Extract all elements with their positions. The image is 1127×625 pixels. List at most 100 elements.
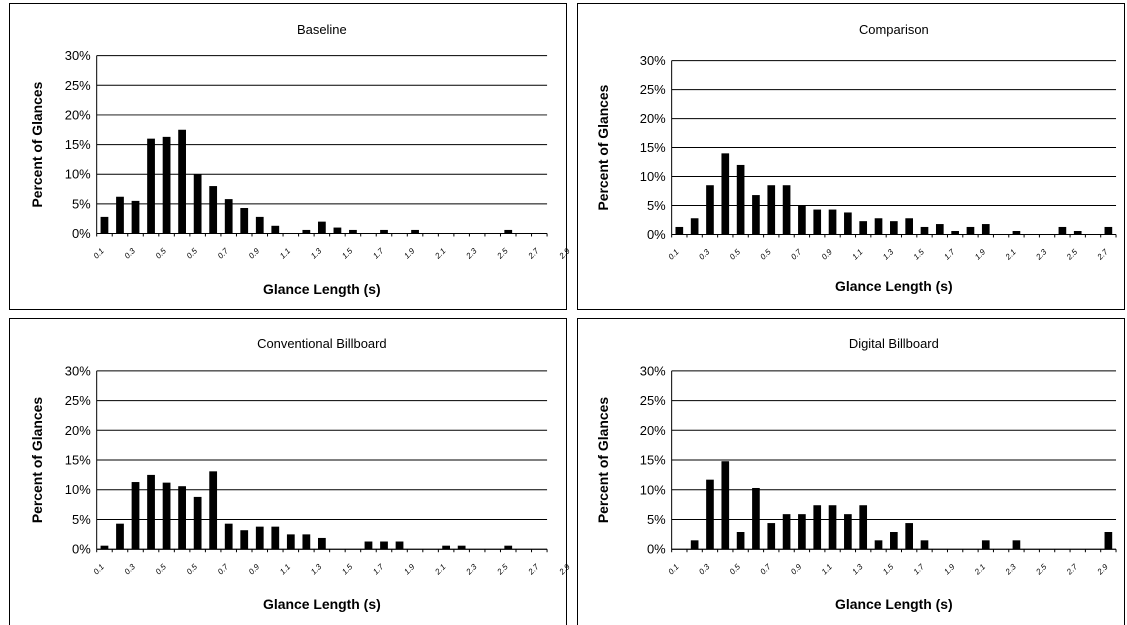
bar [302, 229, 311, 234]
bar [813, 209, 822, 235]
x-tick-label: 1.5 [881, 562, 896, 577]
bar [690, 540, 699, 550]
bar [736, 164, 745, 235]
y-tick-label: 25% [65, 78, 91, 93]
chart-title: Comparison [859, 22, 929, 37]
x-tick-label: 2.5 [1064, 247, 1079, 262]
bar [271, 225, 280, 234]
x-tick-label: 2.9 [557, 562, 572, 577]
x-tick-label: 0.3 [697, 562, 712, 577]
bar [721, 153, 730, 235]
x-tick-label: 0.5 [154, 562, 169, 577]
bar [782, 185, 791, 235]
bar [193, 496, 202, 550]
bar [255, 526, 264, 550]
x-tick-label: 2.7 [1064, 562, 1079, 577]
bar [721, 461, 730, 550]
bar [302, 534, 311, 550]
x-tick-label: 0.9 [247, 246, 262, 261]
x-tick-label: 2.3 [464, 246, 479, 261]
chart-panel-baseline: Baseline 0% 5% 10% 15% 20% 25% 30% 0.1 0.3 0.5 0.5 0… [9, 3, 572, 310]
y-tick-label: 5% [72, 196, 91, 211]
bar [981, 540, 990, 550]
bar [209, 471, 218, 550]
y-tick-label: 0% [647, 542, 666, 557]
y-axis-label: Percent of Glances [29, 81, 45, 207]
x-tick-label: 2.5 [495, 246, 510, 261]
bar [131, 200, 140, 234]
y-tick-label: 0% [72, 226, 91, 241]
x-tick-label: 1.1 [278, 246, 292, 260]
bar [240, 530, 249, 550]
bar [411, 229, 419, 234]
y-tick-label: 5% [647, 198, 666, 213]
bar [1104, 532, 1113, 550]
chart-conventional-billboard: Conventional Billboard 0% 5% 10% 15% 20% 25% 30… [29, 336, 572, 612]
x-tick-label: 0.9 [789, 562, 804, 577]
x-tick-label: 0.1 [667, 247, 681, 261]
bar [951, 231, 959, 235]
bar [767, 523, 776, 550]
bar [844, 212, 852, 235]
bar [874, 540, 883, 550]
bar [364, 541, 373, 550]
x-tick-label: 1.9 [402, 246, 417, 261]
y-tick-label: 20% [640, 423, 666, 438]
y-axis-label: Percent of Glances [595, 397, 611, 524]
y-axis-label: Percent of Glances [595, 84, 611, 210]
bar [116, 523, 124, 550]
x-tick-label: 1.7 [371, 562, 386, 577]
y-axis-label: Percent of Glances [29, 397, 45, 524]
bar [504, 229, 513, 234]
x-tick-label: 0.5 [185, 246, 200, 261]
x-tick-label: 0.7 [216, 562, 231, 577]
bar [193, 174, 202, 234]
y-tick-label: 10% [65, 482, 91, 497]
y-tick-label: 25% [640, 393, 666, 408]
chart-baseline: Baseline 0% 5% 10% 15% 20% 25% 30% 0.1 0.3 0.5 0.5 0… [29, 22, 572, 297]
x-tick-label: 2.1 [972, 562, 987, 577]
y-tick-label: 0% [72, 542, 91, 557]
chart-panel-comparison: Comparison 0% 5% 10% 15% 20% 25% 30% 0.1 0.3 0.5 0.… [577, 3, 1127, 310]
y-tick-label: 15% [65, 453, 91, 468]
bar [442, 545, 451, 550]
x-tick-label: 2.5 [1034, 562, 1049, 577]
x-tick-label: 2.3 [464, 562, 479, 577]
y-tick-label: 30% [65, 363, 91, 378]
bar [798, 205, 806, 235]
bar [286, 534, 295, 550]
x-tick-label: 0.3 [123, 562, 138, 577]
bar [859, 221, 868, 235]
y-tick-label: 30% [65, 48, 91, 63]
x-tick-label: 1.7 [371, 246, 386, 261]
x-tick-label: 0.5 [728, 247, 743, 262]
x-tick-label: 1.1 [278, 562, 292, 576]
x-tick-label: 1.1 [850, 247, 864, 261]
x-tick-label: 0.7 [758, 562, 773, 577]
bar [457, 545, 466, 550]
x-tick-label: 1.3 [309, 562, 324, 577]
chart-panel-conventional-billboard: Conventional Billboard 0% 5% 10% 15% 20% 25% 30… [9, 318, 572, 625]
x-tick-label: 0.5 [728, 562, 743, 577]
bar [1012, 540, 1021, 550]
bar [147, 138, 155, 234]
bar [380, 541, 388, 550]
bar [828, 209, 837, 235]
x-tick-label: 2.1 [433, 562, 448, 577]
bar [798, 514, 806, 550]
bar [767, 185, 776, 235]
x-tick-label: 0.5 [758, 247, 773, 262]
x-tick-label: 2.7 [526, 562, 541, 577]
bar [162, 136, 171, 234]
x-tick-label: 0.5 [154, 246, 169, 261]
bar [131, 482, 140, 550]
x-tick-label: 0.3 [123, 246, 138, 261]
bar [209, 186, 218, 234]
bar [271, 526, 280, 550]
bar [706, 185, 714, 235]
x-tick-label: 0.1 [92, 562, 106, 576]
bar [380, 229, 388, 234]
x-tick-label: 2.9 [1126, 247, 1127, 262]
x-tick-label: 0.7 [789, 247, 804, 262]
x-tick-label: 0.7 [216, 246, 231, 261]
